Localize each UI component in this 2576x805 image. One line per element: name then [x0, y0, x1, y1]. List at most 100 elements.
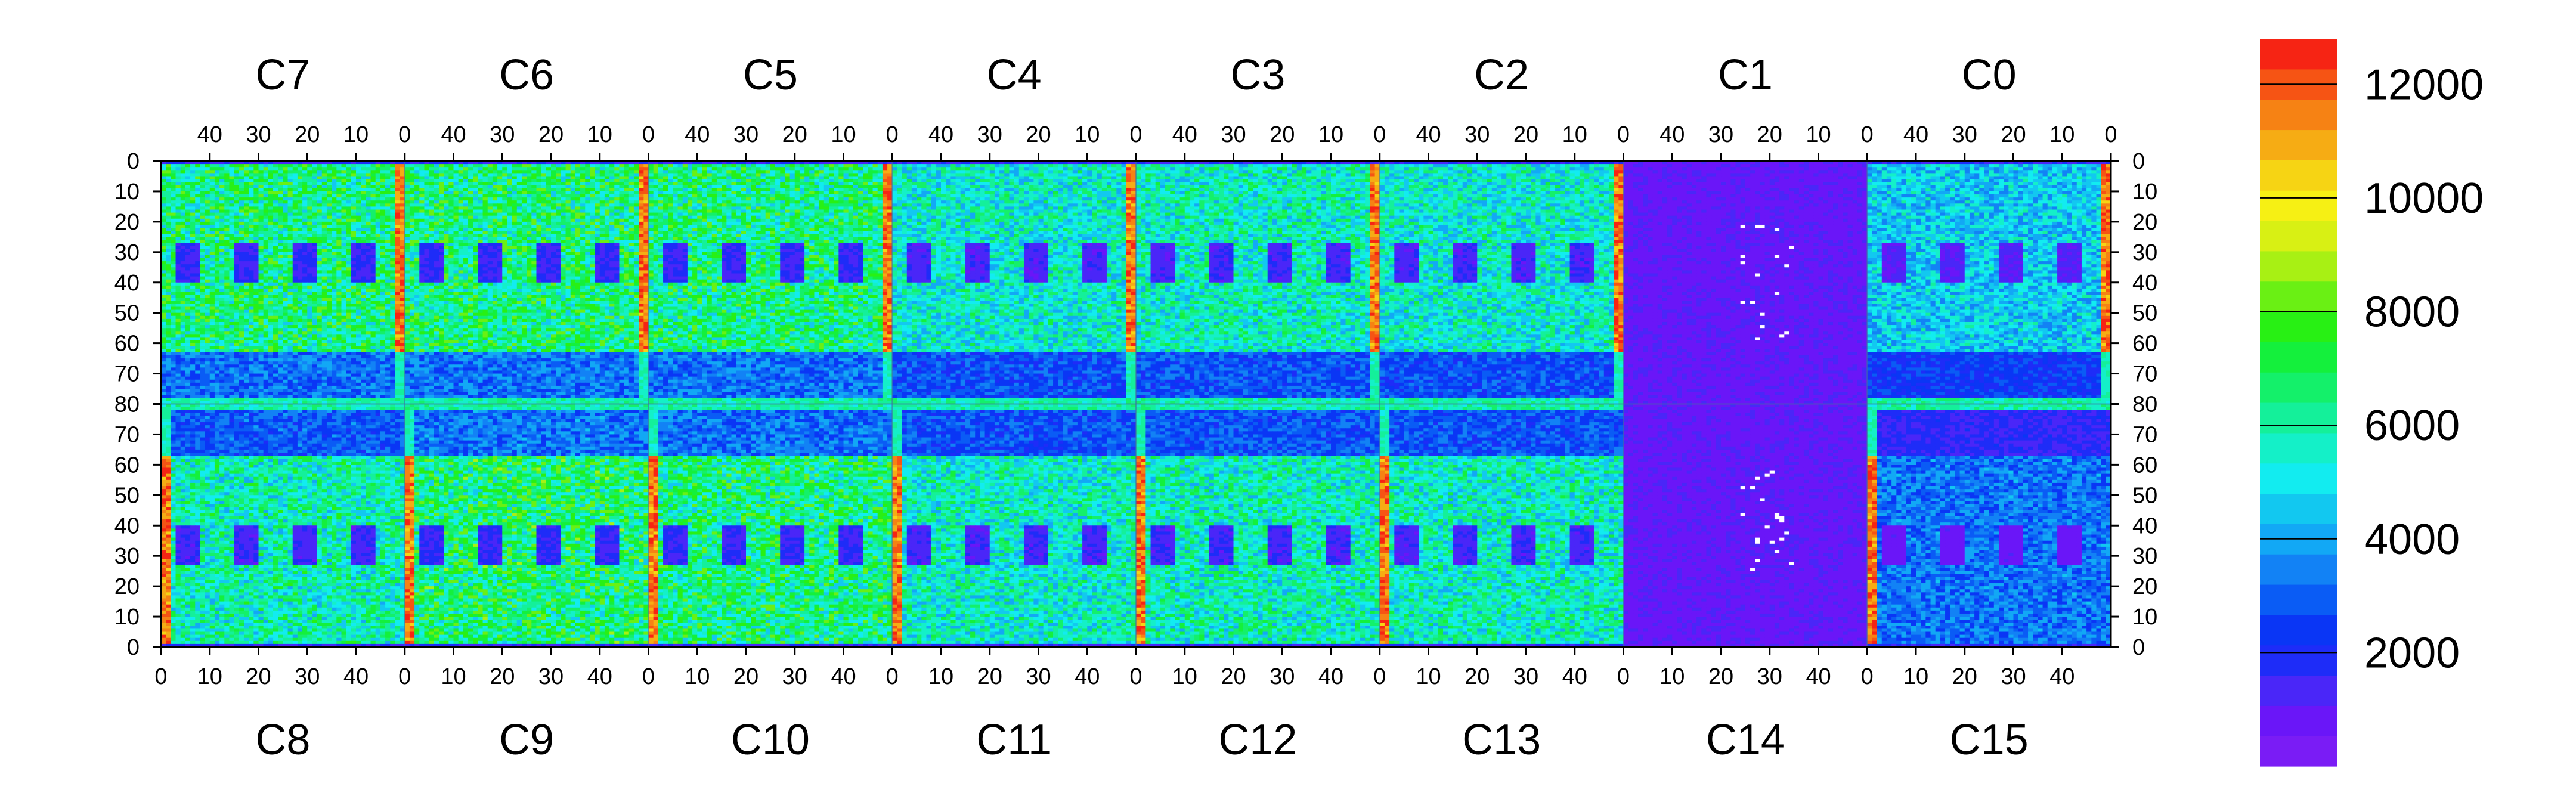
heatmap-cell — [205, 200, 210, 204]
heatmap-cell — [278, 176, 283, 179]
heatmap-cell — [356, 222, 361, 225]
heatmap-cell — [376, 258, 381, 262]
heatmap-cell — [190, 255, 196, 259]
heatmap-cell — [341, 261, 346, 265]
heatmap-cell — [298, 246, 303, 250]
heatmap-cell — [171, 264, 176, 268]
heatmap-cell — [264, 243, 269, 247]
heatmap-cell — [278, 213, 283, 216]
heatmap-cell — [346, 176, 352, 179]
heatmap-cell — [181, 206, 186, 210]
heatmap-cell — [219, 194, 225, 198]
heatmap-cell — [224, 222, 230, 225]
heatmap-cell — [268, 246, 274, 250]
heatmap-cell — [253, 206, 259, 210]
heatmap-cell — [219, 176, 225, 179]
heatmap-cell — [395, 255, 400, 259]
heatmap-cell — [273, 252, 278, 256]
heatmap-cell — [336, 261, 342, 265]
heatmap-cell — [380, 200, 386, 204]
heatmap-cell — [190, 270, 196, 274]
heatmap-cell — [249, 237, 254, 240]
heatmap-cell — [361, 264, 366, 268]
heatmap-cell — [239, 216, 244, 219]
heatmap-cell — [395, 164, 400, 168]
heatmap-cell — [361, 173, 366, 177]
heatmap-cell — [259, 197, 264, 201]
heatmap-cell — [190, 258, 196, 262]
heatmap-cell — [181, 264, 186, 268]
heatmap-cell — [224, 267, 230, 271]
heatmap-cell — [366, 173, 371, 177]
heatmap-cell — [283, 197, 288, 201]
heatmap-cell — [278, 246, 283, 250]
heatmap-cell — [327, 176, 332, 179]
heatmap-cell — [224, 249, 230, 253]
heatmap-cell — [268, 194, 274, 198]
heatmap-cell — [390, 176, 395, 179]
heatmap-cell — [322, 173, 327, 177]
heatmap-cell — [356, 240, 361, 243]
heatmap-cell — [385, 261, 391, 265]
heatmap-cell — [249, 194, 254, 198]
heatmap-cell — [380, 258, 386, 262]
heatmap-cell — [327, 219, 332, 222]
heatmap-cell — [341, 206, 346, 210]
heatmap-cell — [219, 173, 225, 177]
heatmap-cell — [229, 182, 234, 186]
heatmap-cell — [351, 197, 357, 201]
heatmap-cell — [356, 182, 361, 186]
heatmap-cell — [376, 206, 381, 210]
heatmap-cell — [327, 273, 332, 277]
heatmap-cell — [371, 231, 376, 234]
heatmap-cell — [361, 243, 366, 247]
heatmap-cell — [224, 170, 230, 174]
heatmap-cell — [371, 270, 376, 274]
heatmap-cell — [312, 234, 317, 237]
heatmap-cell — [332, 273, 337, 277]
heatmap-cell — [385, 225, 391, 228]
heatmap-cell — [302, 213, 308, 216]
heatmap-cell — [200, 261, 205, 265]
heatmap-cell — [264, 206, 269, 210]
heatmap-cell — [312, 200, 317, 204]
heatmap-cell — [322, 213, 327, 216]
heatmap-cell — [171, 273, 176, 277]
heatmap-cell — [376, 228, 381, 231]
heatmap-cell — [312, 222, 317, 225]
heatmap-cell — [302, 185, 308, 189]
heatmap-cell — [176, 222, 181, 225]
heatmap-cell — [390, 191, 395, 195]
heatmap-cell — [181, 231, 186, 234]
heatmap-cell — [317, 225, 323, 228]
heatmap-cell — [249, 173, 254, 177]
heatmap-cell — [341, 164, 346, 168]
heatmap-cell — [312, 225, 317, 228]
heatmap-cell — [200, 197, 205, 201]
heatmap-cell — [273, 246, 278, 250]
heatmap-cell — [224, 219, 230, 222]
heatmap-cell — [190, 213, 196, 216]
heatmap-cell — [283, 167, 288, 171]
heatmap-cell — [298, 188, 303, 192]
heatmap-cell — [229, 194, 234, 198]
heatmap-cell — [259, 243, 264, 247]
heatmap-cell — [283, 225, 288, 228]
heatmap-cell — [380, 264, 386, 268]
heatmap-cell — [264, 225, 269, 228]
heatmap-cell — [371, 261, 376, 265]
heatmap-cell — [244, 191, 249, 195]
heatmap-cell — [190, 164, 196, 168]
heatmap-cell — [229, 210, 234, 213]
heatmap-cell — [317, 185, 323, 189]
heatmap-cell — [264, 191, 269, 195]
heatmap-cell — [356, 173, 361, 177]
heatmap-cell — [376, 167, 381, 171]
heatmap-cell — [390, 200, 395, 204]
heatmap-cell — [205, 273, 210, 277]
heatmap-cell — [200, 213, 205, 216]
heatmap-cell — [268, 234, 274, 237]
heatmap-cell — [268, 264, 274, 268]
heatmap-cell — [332, 194, 337, 198]
